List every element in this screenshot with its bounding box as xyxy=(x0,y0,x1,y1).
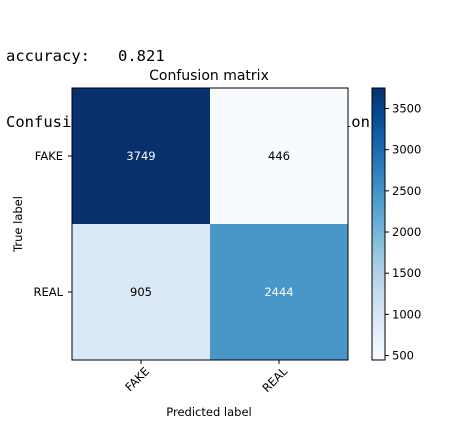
colorbar-tick-label: 3000 xyxy=(392,143,421,157)
cell-value-label: 905 xyxy=(130,285,152,299)
y-tick-label: FAKE xyxy=(35,149,63,163)
colorbar-tick-label: 1000 xyxy=(392,307,421,321)
x-tick-label: FAKE xyxy=(122,364,152,394)
cell-value-label: 3749 xyxy=(126,149,155,163)
x-tick-label: REAL xyxy=(259,364,290,395)
y-axis-ticks: FAKE REAL xyxy=(33,149,72,299)
x-axis-label: Predicted label xyxy=(166,405,251,419)
heatmap-cells: 3749 446 905 2444 xyxy=(72,88,348,360)
x-axis-ticks: FAKE REAL xyxy=(122,360,291,395)
y-axis-label: True label xyxy=(11,196,25,253)
accuracy-value: 0.821 xyxy=(118,47,165,65)
heatmap-cell xyxy=(210,88,348,224)
cell-value-label: 2444 xyxy=(264,285,293,299)
colorbar-tick-label: 3500 xyxy=(392,102,421,116)
chart-title: Confusion matrix xyxy=(149,68,269,84)
plot-frame xyxy=(71,87,349,361)
colorbar-tick-label: 500 xyxy=(392,349,414,363)
colorbar-tick-label: 2500 xyxy=(392,184,421,198)
colorbar xyxy=(371,87,386,361)
accuracy-label: accuracy: xyxy=(6,47,90,65)
y-tick-label: REAL xyxy=(33,285,63,299)
colorbar-tick-label: 1500 xyxy=(392,266,421,280)
colorbar-tick-label: 2000 xyxy=(392,225,421,239)
cell-value-label: 446 xyxy=(268,149,290,163)
accuracy-line: accuracy: 0.821 xyxy=(6,45,370,67)
colorbar-ticks: 500 1000 1500 2000 2500 3000 3500 xyxy=(385,102,421,363)
heatmap-cell xyxy=(72,224,210,360)
heatmap-cell xyxy=(210,224,348,360)
heatmap-cell xyxy=(72,88,210,224)
